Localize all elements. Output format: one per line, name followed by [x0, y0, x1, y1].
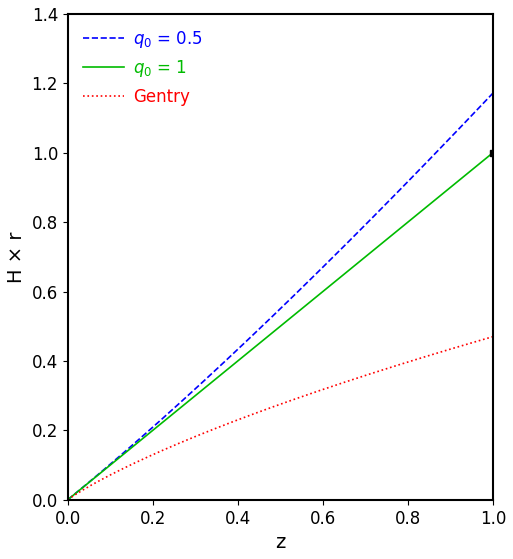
$q_0$ = 0.5 — [478, 103, 484, 110]
Y-axis label: H × r: H × r — [7, 231, 26, 283]
$q_0$ = 1 — [86, 479, 92, 485]
$q_0$ = 1 — [478, 159, 484, 166]
$q_0$ = 1 — [400, 223, 406, 230]
$q_0$ = 0.5 — [490, 90, 496, 97]
$q_0$ = 1 — [490, 149, 496, 156]
X-axis label: z: z — [275, 533, 285, 552]
$q_0$ = 1 — [260, 337, 266, 344]
Gentry — [311, 389, 318, 396]
Gentry — [127, 462, 133, 468]
$q_0$ = 0.5 — [400, 184, 406, 191]
Gentry — [65, 496, 71, 503]
Gentry — [116, 467, 122, 474]
Line: $q_0$ = 1: $q_0$ = 1 — [68, 153, 493, 500]
Gentry — [219, 423, 225, 429]
$q_0$ = 0.5 — [260, 322, 266, 329]
$q_0$ = 0.5 — [477, 103, 483, 110]
Line: $q_0$ = 0.5: $q_0$ = 0.5 — [68, 93, 493, 500]
$q_0$ = 0.5 — [65, 496, 71, 503]
Legend: $q_0$ = 0.5, $q_0$ = 1, Gentry: $q_0$ = 0.5, $q_0$ = 1, Gentry — [76, 22, 209, 112]
$q_0$ = 0.5 — [271, 311, 278, 318]
$q_0$ = 1 — [477, 160, 483, 167]
Gentry — [490, 333, 496, 340]
Gentry — [282, 399, 288, 406]
$q_0$ = 1 — [271, 328, 278, 334]
Line: Gentry: Gentry — [68, 337, 493, 500]
$q_0$ = 1 — [65, 496, 71, 503]
Gentry — [381, 366, 387, 373]
$q_0$ = 0.5 — [86, 479, 92, 485]
